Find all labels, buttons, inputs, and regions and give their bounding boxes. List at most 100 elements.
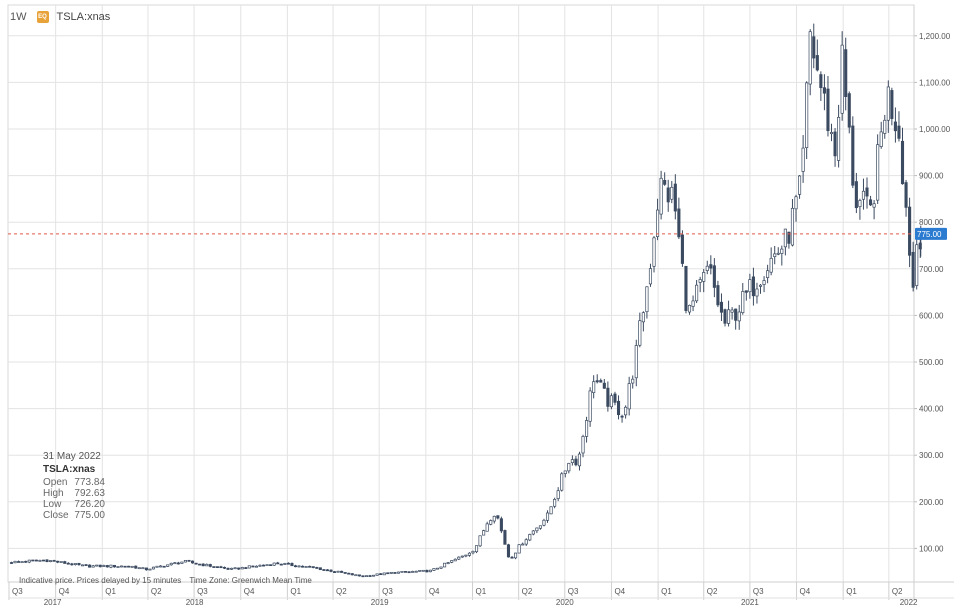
candle-body bbox=[663, 180, 667, 185]
candle-body bbox=[201, 563, 205, 567]
candle-body bbox=[77, 562, 81, 566]
candle-body bbox=[173, 562, 177, 565]
candle-body bbox=[616, 400, 621, 416]
candle-body bbox=[822, 87, 826, 94]
candle-body bbox=[542, 519, 546, 526]
candle-body bbox=[407, 571, 411, 574]
year-label: 2020 bbox=[556, 598, 574, 607]
candle-body bbox=[123, 565, 127, 568]
candle-body bbox=[790, 207, 795, 246]
candle-body bbox=[325, 569, 329, 572]
candle-body bbox=[56, 560, 60, 563]
candle-body bbox=[215, 566, 219, 568]
candle-body bbox=[574, 458, 578, 466]
candle-body bbox=[403, 571, 408, 573]
candle-body bbox=[95, 564, 99, 567]
candle-body bbox=[553, 499, 557, 507]
y-tick-label: 200.00 bbox=[919, 498, 944, 507]
candle-body bbox=[350, 573, 354, 576]
candle-body bbox=[801, 147, 805, 172]
candle-body bbox=[691, 300, 695, 307]
candle-body bbox=[886, 86, 890, 121]
candle-body bbox=[592, 381, 596, 393]
candle-body bbox=[322, 569, 326, 571]
candle-body bbox=[13, 560, 17, 564]
candle-body bbox=[645, 286, 649, 313]
candle-body bbox=[858, 200, 862, 208]
candle-body bbox=[723, 309, 727, 324]
year-label: 2022 bbox=[900, 598, 918, 607]
candle-body bbox=[190, 560, 195, 564]
candle-body bbox=[577, 453, 582, 467]
candle-body bbox=[687, 304, 692, 313]
candle-body bbox=[652, 237, 656, 267]
candle-body bbox=[198, 563, 202, 566]
candle-body bbox=[776, 252, 780, 255]
candle-body bbox=[169, 562, 173, 566]
candle-body bbox=[585, 420, 589, 437]
candle-body bbox=[435, 567, 440, 570]
candle-body bbox=[439, 566, 443, 569]
quarter-label: Q3 bbox=[753, 587, 764, 596]
candle-body bbox=[119, 565, 124, 568]
candle-body bbox=[443, 562, 447, 568]
candle-body bbox=[354, 574, 358, 577]
y-tick-label: 1,000.00 bbox=[919, 125, 951, 134]
candle-body bbox=[254, 565, 258, 568]
candle-body bbox=[116, 566, 120, 568]
candle-body bbox=[538, 525, 542, 529]
candle-body bbox=[283, 563, 287, 565]
quarter-label: Q3 bbox=[568, 587, 579, 596]
candle-body bbox=[705, 265, 709, 271]
candle-body bbox=[506, 544, 511, 558]
quarter-label: Q1 bbox=[105, 587, 116, 596]
price-disclaimer: Indicative price. Prices delayed by 15 m… bbox=[19, 576, 318, 585]
info-row-open: Open 773.84 bbox=[43, 477, 105, 488]
candle-body bbox=[411, 571, 415, 573]
candle-body bbox=[769, 257, 773, 273]
candle-body bbox=[727, 309, 731, 324]
info-value: 775.00 bbox=[74, 510, 105, 521]
candle-body bbox=[155, 565, 159, 568]
candle-body bbox=[304, 566, 308, 568]
candle-body bbox=[900, 140, 905, 185]
interval-selector[interactable]: 1W bbox=[10, 11, 27, 23]
candle-body bbox=[290, 563, 294, 567]
candle-body bbox=[286, 562, 290, 565]
candle-body bbox=[918, 242, 922, 250]
y-tick-label: 700.00 bbox=[919, 265, 944, 274]
candle-body bbox=[766, 270, 770, 278]
candle-body bbox=[421, 569, 425, 572]
candle-body bbox=[613, 393, 617, 403]
candle-body bbox=[758, 284, 763, 287]
candle-body bbox=[269, 564, 273, 567]
candle-body bbox=[602, 382, 606, 389]
candle-body bbox=[496, 515, 500, 519]
candle-body bbox=[24, 560, 28, 563]
ticker-symbol[interactable]: TSLA:xnas bbox=[56, 11, 111, 23]
candle-body bbox=[379, 573, 383, 576]
candle-body bbox=[364, 575, 369, 578]
candle-body bbox=[798, 175, 802, 195]
candle-body bbox=[588, 390, 592, 422]
candle-body bbox=[606, 387, 610, 407]
candle-body bbox=[45, 559, 49, 563]
candle-body bbox=[659, 177, 663, 215]
candle-body bbox=[489, 520, 493, 525]
candle-body bbox=[251, 565, 255, 568]
candle-body bbox=[695, 284, 699, 302]
candle-body bbox=[293, 565, 298, 568]
candle-body bbox=[531, 530, 535, 535]
candle-body bbox=[162, 565, 166, 568]
quarter-label: Q3 bbox=[197, 587, 208, 596]
candle-body bbox=[780, 248, 784, 254]
candle-body bbox=[638, 320, 642, 346]
candle-body bbox=[393, 572, 397, 574]
year-label: 2019 bbox=[371, 598, 389, 607]
year-label: 2018 bbox=[186, 598, 204, 607]
plot-area bbox=[7, 4, 915, 583]
candle-body bbox=[641, 312, 645, 323]
candle-body bbox=[91, 565, 95, 568]
quarter-label: Q3 bbox=[12, 587, 23, 596]
